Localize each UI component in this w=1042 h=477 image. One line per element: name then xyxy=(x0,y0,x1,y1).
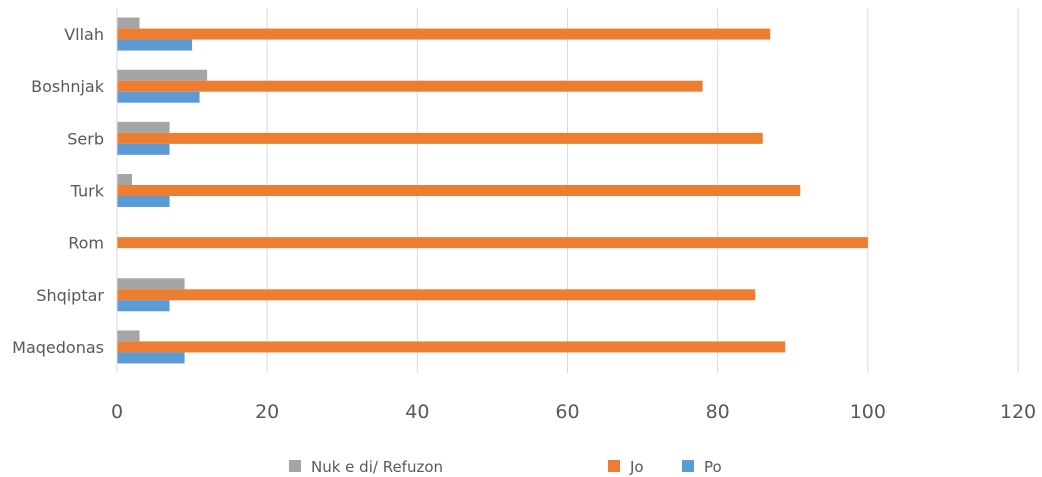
bar-po-shqiptar xyxy=(117,300,170,312)
category-label: Vllah xyxy=(64,25,104,44)
legend-label: Jo xyxy=(629,458,644,476)
bar-po-maqedonas xyxy=(117,352,185,364)
x-tick-label: 0 xyxy=(111,401,123,423)
bar-layer xyxy=(117,17,868,364)
legend-item: Po xyxy=(682,458,722,476)
bar-nuk-e-di-refuzon-turk xyxy=(117,174,133,185)
x-tick-label: 100 xyxy=(850,401,886,423)
bar-jo-rom xyxy=(117,237,868,249)
bar-jo-serb xyxy=(117,132,763,144)
bar-nuk-e-di-refuzon-vllah xyxy=(117,17,140,29)
axis-layer: 0 20 40 60 80 100 120 Vllah Boshnjak Serb Turk Rom S… xyxy=(12,8,1036,423)
legend: Nuk e di/ Refuzon Jo Po xyxy=(289,458,722,476)
category-label: Boshnjak xyxy=(31,77,105,96)
x-tick-label: 20 xyxy=(255,401,279,423)
category-label: Rom xyxy=(68,234,104,253)
legend-label: Po xyxy=(704,458,722,476)
category-label: Turk xyxy=(70,182,105,201)
legend-swatch xyxy=(289,460,301,472)
bar-jo-turk xyxy=(117,185,801,196)
x-tick-label: 40 xyxy=(405,401,429,423)
legend-label: Nuk e di/ Refuzon xyxy=(311,458,443,476)
bar-po-serb xyxy=(117,143,170,155)
legend-item: Jo xyxy=(608,458,644,476)
bar-nuk-e-di-refuzon-serb xyxy=(117,121,170,133)
legend-swatch xyxy=(682,460,694,472)
bar-jo-shqiptar xyxy=(117,289,756,301)
legend-item: Nuk e di/ Refuzon xyxy=(289,458,443,476)
bar-jo-vllah xyxy=(117,28,771,40)
bar-po-vllah xyxy=(117,39,193,51)
bar-po-turk xyxy=(117,196,170,207)
bar-jo-boshnjak xyxy=(117,80,703,92)
bar-po-boshnjak xyxy=(117,91,200,103)
bar-nuk-e-di-refuzon-shqiptar xyxy=(117,278,185,290)
bar-jo-maqedonas xyxy=(117,341,786,353)
category-label: Maqedonas xyxy=(12,338,104,357)
x-tick-label: 80 xyxy=(706,401,730,423)
x-tick-label: 120 xyxy=(1000,401,1036,423)
bar-nuk-e-di-refuzon-boshnjak xyxy=(117,69,208,81)
category-label: Serb xyxy=(67,129,104,148)
bar-nuk-e-di-refuzon-maqedonas xyxy=(117,330,140,342)
x-tick-label: 60 xyxy=(555,401,579,423)
category-label: Shqiptar xyxy=(36,286,104,305)
legend-swatch xyxy=(608,460,620,472)
